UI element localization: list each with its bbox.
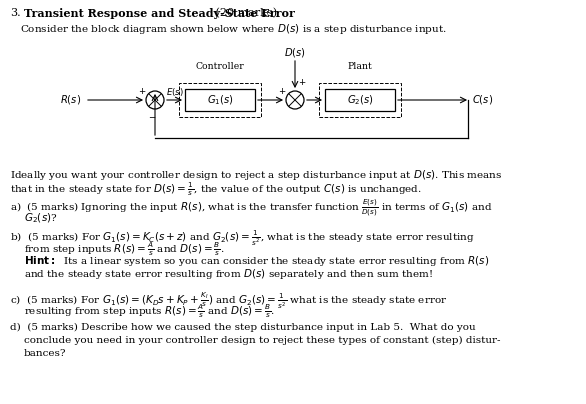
- Text: $+$: $+$: [278, 86, 286, 96]
- Text: $G_1(s)$: $G_1(s)$: [207, 93, 233, 107]
- Text: $+$: $+$: [138, 86, 146, 96]
- Text: and the steady state error resulting from $D(s)$ separately and then sum them!: and the steady state error resulting fro…: [24, 267, 433, 281]
- Text: Controller: Controller: [196, 62, 244, 71]
- Text: $-$: $-$: [148, 111, 156, 120]
- Text: $D(s)$: $D(s)$: [284, 46, 306, 59]
- Text: $C(s)$: $C(s)$: [472, 93, 493, 107]
- Text: conclude you need in your controller design to reject these types of constant (s: conclude you need in your controller des…: [24, 336, 500, 345]
- Text: d)  (5 marks) Describe how we caused the step disturbance input in Lab 5.  What : d) (5 marks) Describe how we caused the …: [10, 323, 476, 332]
- Text: Consider the block diagram shown below where $D(s)$ is a step disturbance input.: Consider the block diagram shown below w…: [20, 22, 447, 36]
- Text: $G_2(s)$?: $G_2(s)$?: [24, 211, 57, 225]
- Text: that in the steady state for $D(s) = \frac{1}{s}$, the value of the output $C(s): that in the steady state for $D(s) = \fr…: [10, 181, 422, 198]
- FancyBboxPatch shape: [325, 89, 395, 111]
- Text: Transient Response and Steady-State Error: Transient Response and Steady-State Erro…: [24, 8, 295, 19]
- Text: 3.: 3.: [10, 8, 21, 18]
- FancyBboxPatch shape: [185, 89, 255, 111]
- Text: $+$: $+$: [298, 77, 306, 87]
- Text: bances?: bances?: [24, 349, 66, 358]
- Text: $\bf{Hint:}$  Its a linear system so you can consider the steady state error res: $\bf{Hint:}$ Its a linear system so you …: [24, 254, 489, 268]
- Text: $E(s)$: $E(s)$: [166, 86, 184, 98]
- Text: Ideally you want your controller design to reject a step disturbance input at $D: Ideally you want your controller design …: [10, 168, 503, 182]
- Text: $R(s)$: $R(s)$: [60, 93, 81, 107]
- Text: $G_2(s)$: $G_2(s)$: [347, 93, 373, 107]
- Text: (20 marks): (20 marks): [212, 8, 277, 18]
- Text: resulting from step inputs $R(s) = \frac{A}{s}$ and $D(s) = \frac{B}{s}$.: resulting from step inputs $R(s) = \frac…: [24, 303, 275, 320]
- Text: a)  (5 marks) Ignoring the input $R(s)$, what is the transfer function $\frac{E(: a) (5 marks) Ignoring the input $R(s)$, …: [10, 198, 492, 219]
- Text: c)  (5 marks) For $G_1(s) = (K_Ds + K_P + \frac{K_I}{s})$ and $G_2(s) = \frac{1}: c) (5 marks) For $G_1(s) = (K_Ds + K_P +…: [10, 290, 447, 311]
- Text: b)  (5 marks) For $G_1(s) = K_C(s+z)$ and $G_2(s) = \frac{1}{s^2}$, what is the : b) (5 marks) For $G_1(s) = K_C(s+z)$ and…: [10, 228, 475, 248]
- Text: Plant: Plant: [347, 62, 372, 71]
- Text: from step inputs $R(s) = \frac{A}{s}$ and $D(s) = \frac{B}{s}$.: from step inputs $R(s) = \frac{A}{s}$ an…: [24, 241, 224, 258]
